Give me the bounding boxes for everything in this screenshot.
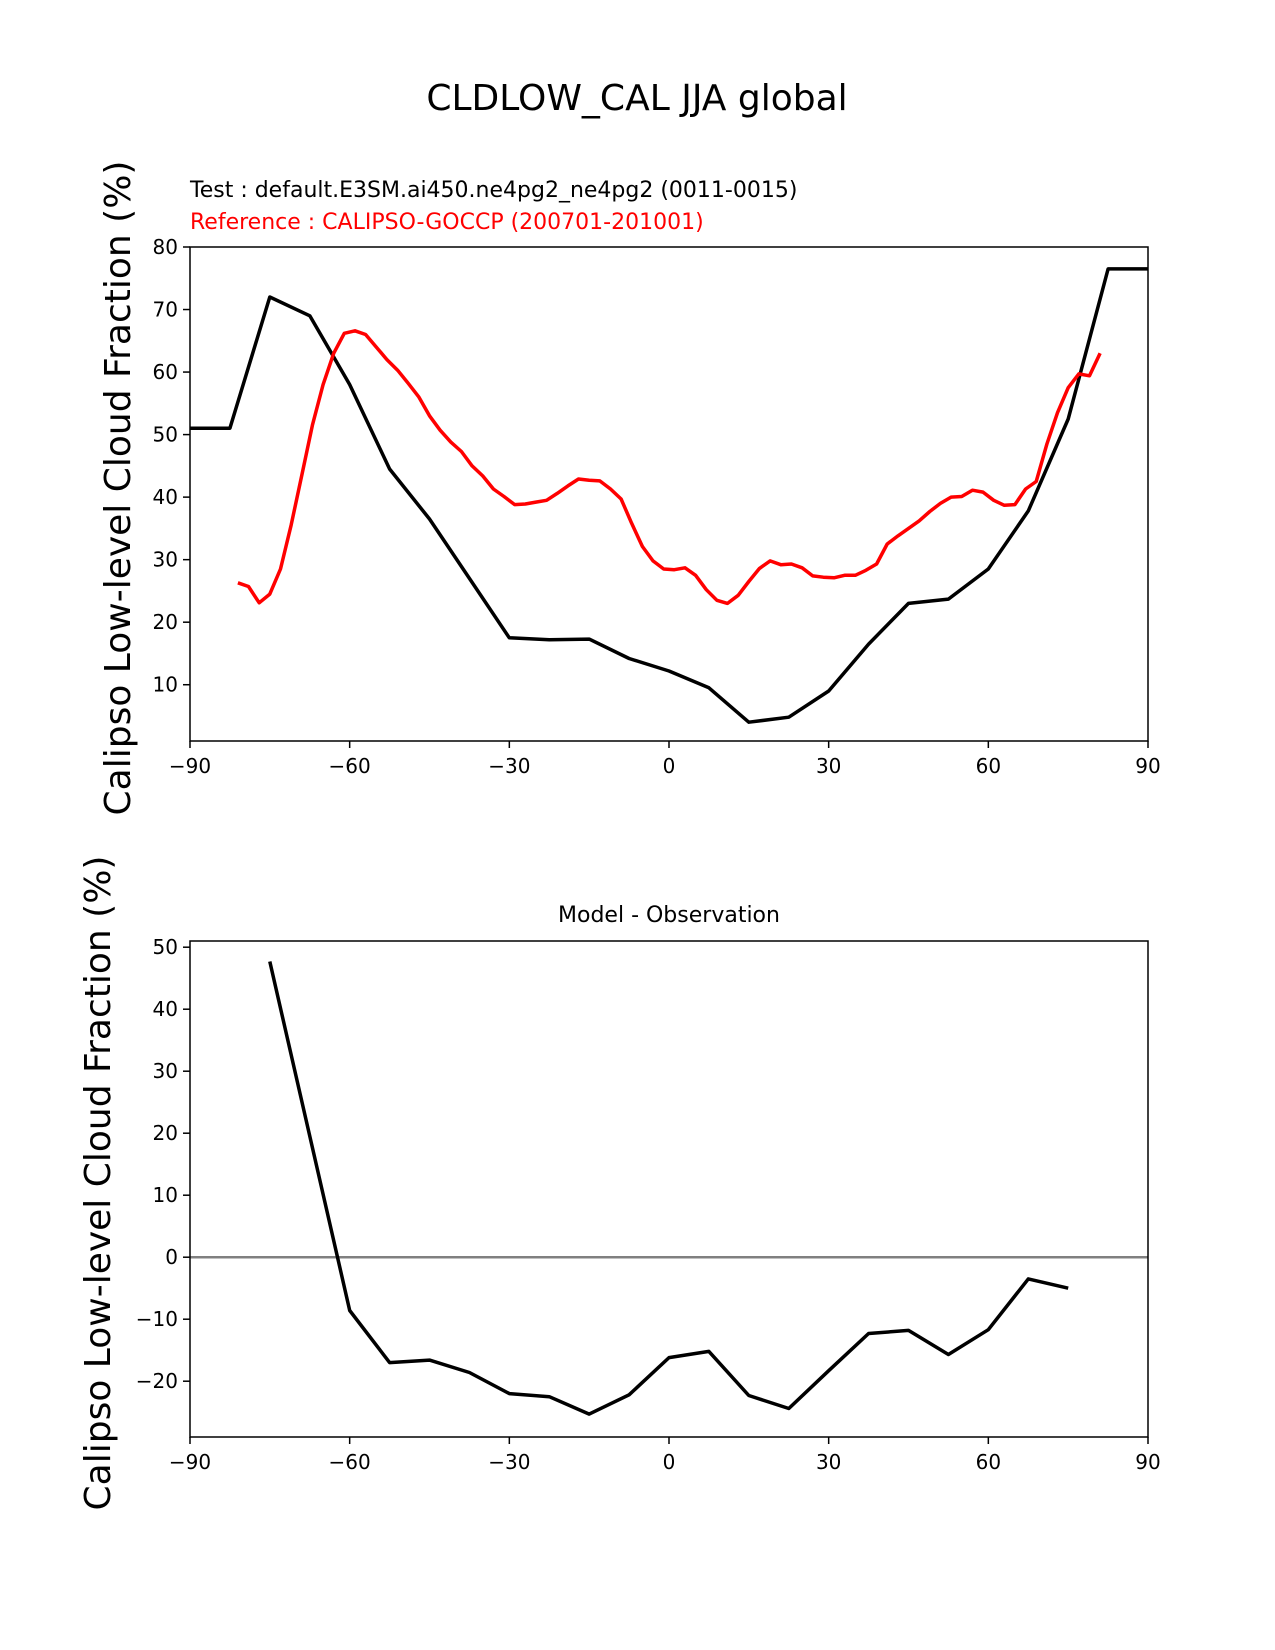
lower-plot-area: −90 −60 −30 0 30 60 90 −20 −10 0 10 20 30 40 50 (136, 935, 1161, 1474)
x-tick-label: 90 (1135, 754, 1160, 778)
series-line-1-0 (268, 961, 1069, 1416)
y-tick-label: −10 (136, 1307, 178, 1331)
upper-y-axis-label: Calipso Low-level Cloud Fraction (%) (98, 161, 139, 816)
x-tick-label: 60 (976, 754, 1001, 778)
y-tick-label: 60 (153, 360, 178, 384)
series-line-0-0 (190, 267, 1148, 724)
y-tick-label: 20 (153, 1121, 178, 1145)
y-tick-label: 30 (153, 1059, 178, 1083)
series-line-0-1 (237, 329, 1102, 606)
x-tick-label: 30 (816, 754, 841, 778)
x-tick-label: −90 (169, 754, 211, 778)
y-tick-label: 40 (153, 997, 178, 1021)
x-tick-label: 0 (663, 754, 676, 778)
x-tick-label: −60 (329, 754, 371, 778)
y-tick-label: 0 (165, 1245, 178, 1269)
x-tick-label: 0 (663, 1450, 676, 1474)
x-tick-label: 30 (816, 1450, 841, 1474)
x-tick-label: 60 (976, 1450, 1001, 1474)
x-tick-label: −60 (329, 1450, 371, 1474)
lower-panel: Model - Observation Calipso Low-level Cl… (78, 856, 1161, 1511)
upper-panel: Test : default.E3SM.ai450.ne4pg2_ne4pg2 … (98, 161, 1161, 816)
y-tick-label: 10 (153, 1183, 178, 1207)
x-tick-label: −30 (488, 754, 530, 778)
y-tick-label: 80 (153, 235, 178, 259)
y-tick-label: 20 (153, 610, 178, 634)
y-tick-label: 10 (153, 673, 178, 697)
y-tick-label: 50 (153, 935, 178, 959)
lower-y-axis-label: Calipso Low-level Cloud Fraction (%) (78, 856, 119, 1511)
x-tick-label: 90 (1135, 1450, 1160, 1474)
lower-panel-title: Model - Observation (558, 903, 780, 928)
y-tick-label: −20 (136, 1369, 178, 1393)
reference-label: Reference : CALIPSO-GOCCP (200701-201001… (190, 210, 704, 235)
x-tick-label: −30 (488, 1450, 530, 1474)
x-tick-label: −90 (169, 1450, 211, 1474)
test-label: Test : default.E3SM.ai450.ne4pg2_ne4pg2 … (189, 178, 797, 203)
y-tick-label: 30 (153, 548, 178, 572)
y-tick-label: 70 (153, 298, 178, 322)
figure-suptitle: CLDLOW_CAL JJA global (426, 78, 847, 119)
upper-plot-area: −90 −60 −30 0 30 60 90 10 20 30 40 50 60 70 80 (153, 235, 1161, 778)
y-tick-label: 50 (153, 423, 178, 447)
y-tick-label: 40 (153, 485, 178, 509)
